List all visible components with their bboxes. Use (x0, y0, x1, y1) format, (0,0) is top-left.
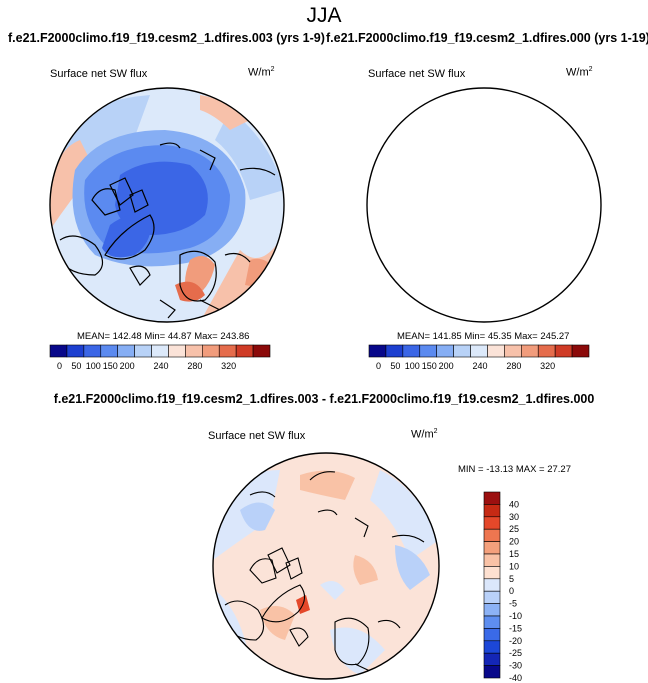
colorbar-swatch (483, 516, 501, 530)
variable-label-left: Surface net SW flux (50, 68, 148, 80)
colorbar-swatch (483, 640, 501, 654)
colorbar-tick-label: 150 (103, 361, 118, 371)
colorbar-tick-label: 320 (540, 361, 555, 371)
units-label-diff: W/m2 (411, 428, 438, 441)
stats-diff: MIN = -13.13 MAX = 27.27 (458, 464, 572, 475)
colorbar-tick-label: -15 (509, 623, 522, 633)
colorbar-tick-label: 200 (120, 361, 135, 371)
colorbar-swatch (483, 504, 501, 518)
colorbar-tick-label: 240 (472, 361, 487, 371)
colorbar-tick-label: 50 (71, 361, 81, 371)
colorbar-difference: 40 30 25 20 15 10 5 0 -5 -10 -15 -20 -25 -30 -40 (483, 491, 522, 683)
colorbar-swatch (252, 344, 271, 358)
colorbar-tick-label: 40 (509, 499, 519, 509)
colorbar-tick-label: 100 (86, 361, 101, 371)
panel-title-left: f.e21.F2000climo.f19_f19.cesm2_1.dfires.… (8, 31, 325, 45)
colorbar-swatch (483, 541, 501, 555)
stats-right: MEAN= 141.85 Min= 45.35 Max= 245.27 (397, 331, 570, 342)
colorbar-swatch (483, 590, 501, 604)
colorbar-tick-label: 0 (57, 361, 62, 371)
colorbar-tick-label: 280 (506, 361, 521, 371)
colorbar-swatch (483, 652, 501, 666)
colorbar-tick-label: 0 (509, 586, 514, 596)
colorbar-tick-label: 320 (221, 361, 236, 371)
colorbar-swatch (483, 578, 501, 592)
colorbar-swatch (571, 344, 590, 358)
colorbar-tick-label: -10 (509, 611, 522, 621)
colorbar-tick-label: 280 (187, 361, 202, 371)
colorbar-tick-label: 240 (153, 361, 168, 371)
difference-title: f.e21.F2000climo.f19_f19.cesm2_1.dfires.… (53, 392, 595, 406)
colorbar-tick-label: 150 (422, 361, 437, 371)
colorbar-tick-label: -5 (509, 599, 517, 609)
colorbar-tick-label: 100 (405, 361, 420, 371)
panel-title-right: f.e21.F2000climo.f19_f19.cesm2_1.dfires.… (326, 31, 648, 45)
stats-left: MEAN= 142.48 Min= 44.87 Max= 243.86 (77, 331, 250, 342)
colorbar-swatch (483, 528, 501, 542)
colorbar-tick-label: -40 (509, 673, 522, 683)
colorbar-tick-label: 200 (439, 361, 454, 371)
colorbar-swatch (483, 665, 501, 679)
units-label-left: W/m2 (248, 66, 275, 79)
colorbar-swatch (483, 553, 501, 567)
colorbar-swatch (483, 491, 501, 505)
colorbar-tick-label: 50 (390, 361, 400, 371)
colorbar-tick-label: -25 (509, 648, 522, 658)
colorbar-swatch (483, 628, 501, 642)
colorbar-swatch (483, 615, 501, 629)
colorbar-tick-label: 5 (509, 574, 514, 584)
variable-label-diff: Surface net SW flux (208, 430, 306, 442)
figure-title: JJA (306, 4, 342, 27)
colorbar-tick-label: 20 (509, 537, 519, 547)
colorbar-left: 0 50 100 150 200 240 280 320 (49, 344, 271, 371)
colorbar-tick-label: -20 (509, 636, 522, 646)
colorbar-swatch (483, 603, 501, 617)
colorbar-tick-label: 0 (376, 361, 381, 371)
variable-label-right: Surface net SW flux (368, 68, 466, 80)
colorbar-right: 0 50 100 150 200 240 280 320 (368, 344, 590, 371)
colorbar-tick-label: -30 (509, 661, 522, 671)
colorbar-tick-label: 10 (509, 561, 519, 571)
colorbar-tick-label: 15 (509, 549, 519, 559)
colorbar-tick-label: 30 (509, 512, 519, 522)
colorbar-swatch (483, 566, 501, 580)
units-label-right: W/m2 (566, 66, 593, 79)
colorbar-tick-label: 25 (509, 524, 519, 534)
